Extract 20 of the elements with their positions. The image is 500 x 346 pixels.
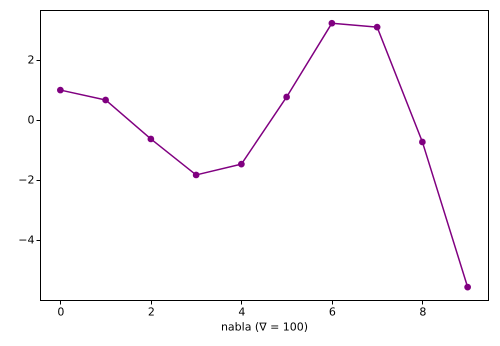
point xyxy=(192,172,200,178)
y-tick-label: −2 xyxy=(18,174,34,187)
point xyxy=(57,86,64,94)
point xyxy=(283,94,290,100)
point xyxy=(238,160,245,168)
y-tick-label: 2 xyxy=(28,54,34,67)
x-axis-title: nabla (∇ = 100) xyxy=(220,320,308,334)
x-tick-label: 0 xyxy=(57,306,64,318)
x-tick-label: 2 xyxy=(148,306,155,318)
point xyxy=(328,20,336,27)
x-tick-label: 4 xyxy=(238,306,246,318)
y-tick-label: −4 xyxy=(18,234,34,247)
x-tick-label: 8 xyxy=(419,306,426,318)
y-tick-label: 0 xyxy=(28,114,34,127)
point xyxy=(419,138,426,146)
point xyxy=(102,96,109,104)
point xyxy=(148,136,154,142)
x-tick-label: 6 xyxy=(328,306,336,318)
point xyxy=(464,284,471,290)
point xyxy=(374,24,380,30)
